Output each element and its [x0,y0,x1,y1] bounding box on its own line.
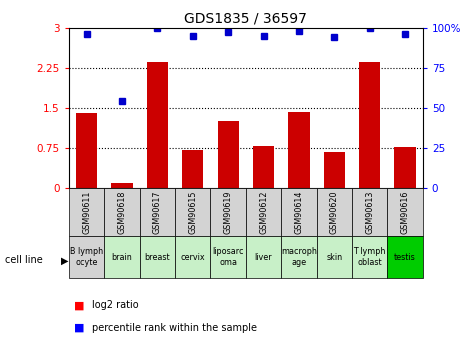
Text: GSM90611: GSM90611 [82,190,91,234]
Text: GSM90612: GSM90612 [259,190,268,234]
Text: ■: ■ [74,300,84,310]
Bar [218,121,239,188]
Text: GSM90614: GSM90614 [294,190,304,234]
Text: GSM90617: GSM90617 [153,190,162,234]
Bar [388,236,423,278]
Text: skin: skin [326,253,342,262]
Bar [104,188,140,236]
Bar [359,62,380,188]
Bar [316,236,352,278]
Text: ■: ■ [74,323,84,333]
Text: macroph
age: macroph age [281,247,317,267]
Text: GSM90613: GSM90613 [365,190,374,234]
Bar [388,188,423,236]
Bar [111,183,133,188]
Bar [323,152,345,188]
Title: GDS1835 / 36597: GDS1835 / 36597 [184,11,307,25]
Bar [288,112,310,188]
Text: liver: liver [255,253,272,262]
Bar [394,147,416,188]
Bar [175,236,210,278]
Bar [281,188,317,236]
Bar [246,236,281,278]
Bar [104,236,140,278]
Bar [140,188,175,236]
Text: breast: breast [144,253,170,262]
Bar [246,188,281,236]
Text: GSM90619: GSM90619 [224,190,233,234]
Bar [210,236,246,278]
Text: percentile rank within the sample: percentile rank within the sample [92,323,256,333]
Bar [316,188,352,236]
Text: cell line: cell line [5,256,42,265]
Bar [352,236,388,278]
Bar [253,146,274,188]
Text: GSM90615: GSM90615 [188,190,197,234]
Text: GSM90618: GSM90618 [117,190,126,234]
Text: brain: brain [112,253,133,262]
Bar [175,188,210,236]
Text: testis: testis [394,253,416,262]
Bar [352,188,388,236]
Text: liposarc
oma: liposarc oma [212,247,244,267]
Text: cervix: cervix [180,253,205,262]
Text: ▶: ▶ [61,256,68,265]
Bar [76,113,97,188]
Bar [69,188,104,236]
Bar [210,188,246,236]
Bar [69,236,104,278]
Text: GSM90620: GSM90620 [330,190,339,234]
Text: GSM90616: GSM90616 [400,190,409,234]
Text: B lymph
ocyte: B lymph ocyte [70,247,103,267]
Bar [182,149,203,188]
Text: log2 ratio: log2 ratio [92,300,138,310]
Bar [140,236,175,278]
Text: T lymph
oblast: T lymph oblast [353,247,386,267]
Bar [281,236,317,278]
Bar [147,62,168,188]
